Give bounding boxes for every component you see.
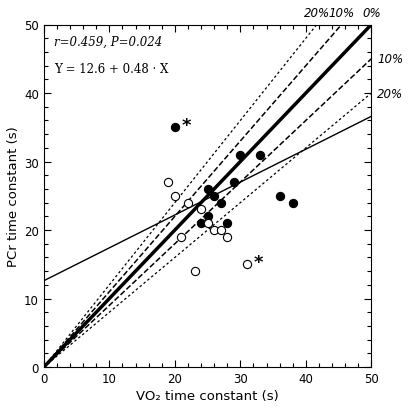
Point	[204, 220, 210, 227]
Text: 0%: 0%	[361, 7, 380, 20]
Point	[210, 227, 217, 234]
X-axis label: VO₂ time constant (s): VO₂ time constant (s)	[136, 389, 278, 402]
Point	[230, 179, 236, 186]
Point	[223, 234, 230, 240]
Point	[289, 200, 295, 207]
Text: 10%: 10%	[328, 7, 354, 20]
Text: Y = 12.6 + 0.48 · X: Y = 12.6 + 0.48 · X	[54, 63, 168, 76]
Text: 10%: 10%	[376, 53, 402, 66]
Point	[256, 152, 263, 159]
Point	[223, 220, 230, 227]
Point	[165, 179, 171, 186]
Point	[217, 200, 223, 207]
Text: *: *	[181, 117, 191, 135]
Point	[204, 186, 210, 193]
Text: 20%: 20%	[303, 7, 329, 20]
Point	[210, 193, 217, 200]
Point	[243, 261, 249, 268]
Text: 20%: 20%	[376, 87, 402, 100]
Point	[276, 193, 282, 200]
Point	[236, 152, 243, 159]
Y-axis label: PCr time constant (s): PCr time constant (s)	[7, 126, 20, 267]
Point	[171, 193, 178, 200]
Point	[178, 234, 184, 240]
Point	[184, 200, 191, 207]
Point	[197, 220, 204, 227]
Point	[204, 213, 210, 220]
Point	[217, 227, 223, 234]
Point	[197, 207, 204, 213]
Point	[191, 268, 197, 275]
Text: r=0.459, P=0.024: r=0.459, P=0.024	[54, 36, 162, 49]
Point	[171, 125, 178, 131]
Text: *: *	[253, 254, 262, 272]
